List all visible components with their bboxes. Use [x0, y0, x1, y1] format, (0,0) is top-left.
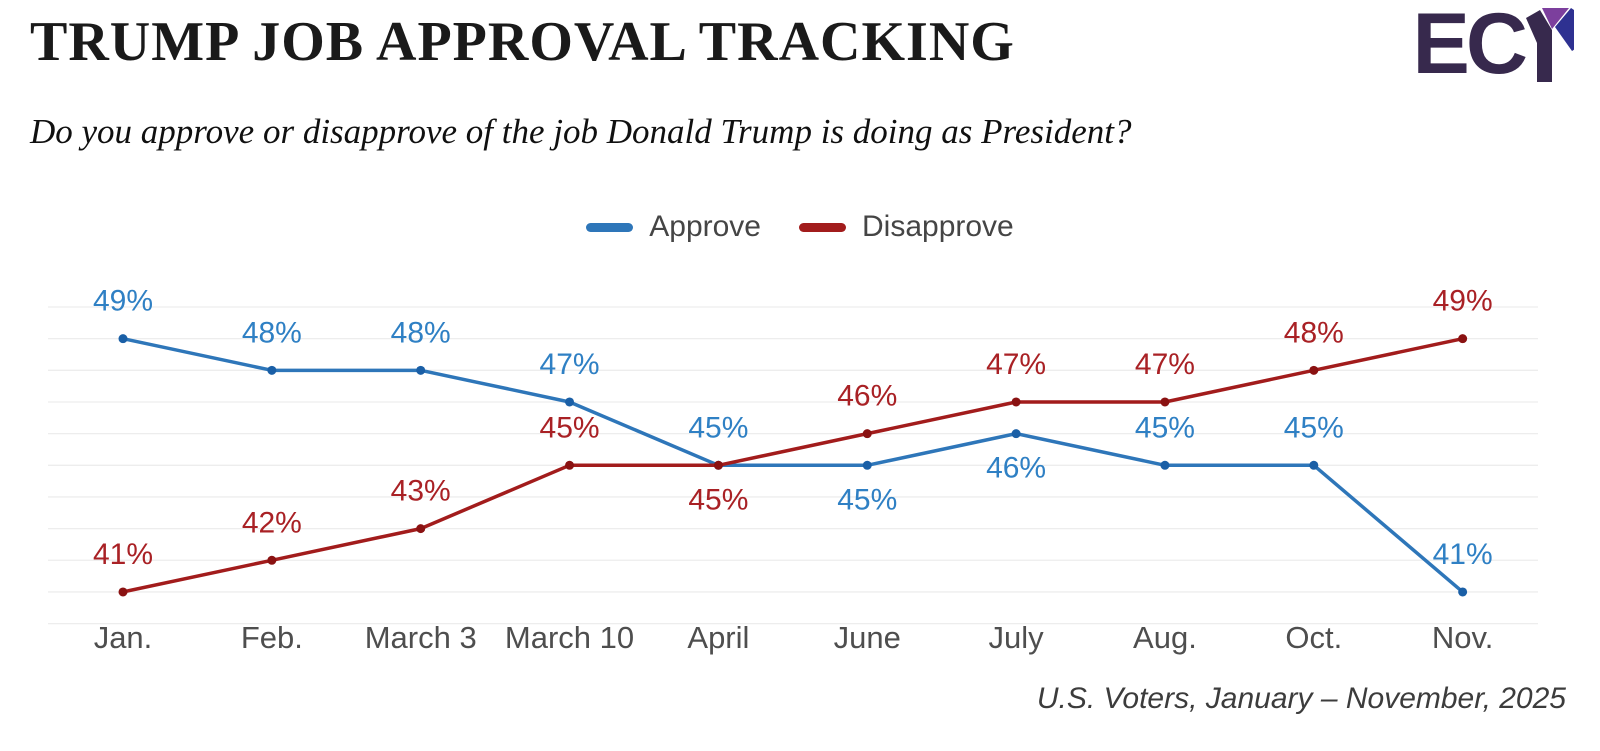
disapprove-point [1458, 334, 1468, 344]
approve-line [121, 336, 1465, 594]
disapprove-point [267, 555, 277, 565]
x-axis-label: Feb. [241, 620, 303, 655]
approve-point [1309, 460, 1319, 470]
disapprove-value-label: 47% [1135, 348, 1195, 381]
disapprove-value-label: 45% [540, 411, 600, 444]
approve-value-label: 47% [540, 348, 600, 381]
page-title: TRUMP JOB APPROVAL TRACKING [30, 11, 1015, 73]
approve-point [1458, 587, 1468, 597]
x-axis-label: Jan. [94, 620, 153, 655]
disapprove-point [713, 460, 723, 470]
approve-point [862, 460, 872, 470]
ecp-logo: EC [1412, 0, 1574, 92]
disapprove-value-label: 43% [391, 475, 451, 508]
disapprove-value-label: 49% [1433, 285, 1493, 318]
approve-point [118, 334, 128, 344]
x-axis-label: Nov. [1432, 620, 1493, 655]
disapprove-value-label: 42% [242, 506, 302, 539]
legend-item-approve: Approve [586, 210, 761, 244]
disapprove-point [1160, 397, 1170, 407]
approve-value-label: 48% [242, 316, 302, 349]
disapprove-point [862, 429, 872, 439]
approval-line-chart: Jan. Feb. March 3 March 10 April June July Aug.… [48, 285, 1538, 655]
approve-value-label: 46% [986, 452, 1046, 485]
legend-item-disapprove: Disapprove [799, 210, 1014, 244]
legend-label-approve: Approve [649, 210, 761, 243]
approve-point [565, 397, 575, 407]
x-axis-label: March 3 [365, 620, 477, 655]
disapprove-point [1309, 365, 1319, 375]
disapprove-point [565, 460, 575, 470]
disapprove-value-label: 48% [1284, 316, 1344, 349]
x-axis-label: Oct. [1285, 620, 1342, 655]
approve-point [416, 365, 426, 375]
disapprove-point [118, 587, 128, 597]
x-axis-label: March 10 [505, 620, 634, 655]
x-axis-label: July [989, 620, 1045, 655]
approve-value-label: 45% [688, 411, 748, 444]
approve-value-label: 45% [837, 483, 897, 516]
approve-value-label: 41% [1433, 538, 1493, 571]
x-axis-label: April [687, 620, 749, 655]
x-axis-label: June [834, 620, 901, 655]
approve-point [1011, 429, 1021, 439]
approve-point [1160, 460, 1170, 470]
ecp-logo-letters: EC [1412, 0, 1528, 92]
disapprove-value-label: 45% [688, 483, 748, 516]
approve-line-swatch [586, 222, 634, 232]
ecp-logo-mark [1526, 8, 1574, 82]
disapprove-value-label: 46% [837, 380, 897, 413]
x-axis-label: Aug. [1133, 620, 1197, 655]
disapprove-point [1011, 397, 1021, 407]
approve-point [267, 365, 277, 375]
chart-legend: Approve Disapprove [0, 210, 1600, 244]
source-note: U.S. Voters, January – November, 2025 [1036, 682, 1566, 715]
disapprove-value-label: 47% [986, 348, 1046, 381]
approve-value-label: 45% [1284, 411, 1344, 444]
disapprove-line [121, 336, 1465, 594]
approve-value-label: 45% [1135, 411, 1195, 444]
disapprove-line-swatch [799, 222, 846, 232]
survey-question: Do you approve or disapprove of the job … [30, 112, 1132, 151]
disapprove-value-label: 41% [93, 538, 153, 571]
disapprove-point [416, 524, 426, 534]
approve-value-label: 49% [93, 285, 153, 318]
approve-value-label: 48% [391, 316, 451, 349]
legend-label-disapprove: Disapprove [862, 210, 1014, 243]
